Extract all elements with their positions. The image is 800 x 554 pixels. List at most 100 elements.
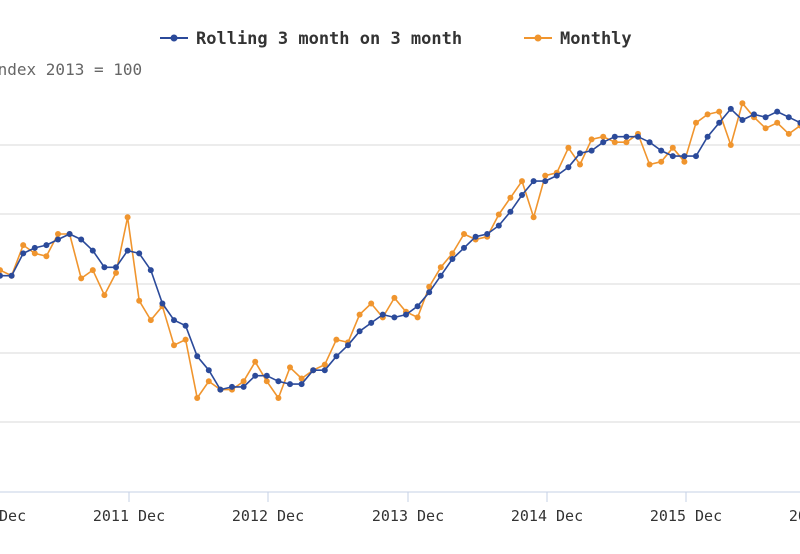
data-point-monthly[interactable] [507, 194, 514, 201]
data-point-rolling[interactable] [669, 153, 676, 160]
data-point-monthly[interactable] [287, 364, 293, 371]
data-point-rolling[interactable] [252, 372, 259, 379]
data-point-rolling[interactable] [240, 383, 247, 390]
data-point-rolling[interactable] [275, 378, 282, 385]
data-point-monthly[interactable] [31, 250, 38, 257]
data-point-monthly[interactable] [669, 144, 676, 151]
data-point-rolling[interactable] [739, 117, 746, 123]
data-point-monthly[interactable] [519, 178, 525, 185]
data-point-rolling[interactable] [461, 244, 467, 251]
data-point-monthly[interactable] [704, 111, 711, 118]
data-point-monthly[interactable] [542, 172, 549, 179]
data-point-rolling[interactable] [147, 267, 154, 274]
data-point-rolling[interactable] [379, 311, 386, 318]
data-point-monthly[interactable] [577, 161, 583, 168]
data-point-monthly[interactable] [20, 242, 27, 249]
data-point-rolling[interactable] [101, 264, 108, 271]
data-point-rolling[interactable] [66, 231, 73, 237]
data-point-monthly[interactable] [263, 378, 270, 385]
data-point-rolling[interactable] [217, 386, 224, 393]
data-point-monthly[interactable] [333, 336, 340, 343]
data-point-rolling[interactable] [716, 119, 723, 126]
data-point-monthly[interactable] [565, 144, 572, 151]
data-point-rolling[interactable] [171, 317, 177, 324]
data-point-rolling[interactable] [495, 222, 502, 229]
data-point-rolling[interactable] [611, 133, 618, 140]
data-point-rolling[interactable] [577, 150, 583, 157]
data-point-rolling[interactable] [229, 383, 235, 390]
data-point-rolling[interactable] [403, 311, 409, 318]
data-point-rolling[interactable] [89, 247, 96, 254]
data-point-monthly[interactable] [391, 294, 398, 301]
data-point-monthly[interactable] [252, 358, 259, 365]
data-point-monthly[interactable] [182, 336, 189, 343]
data-point-monthly[interactable] [43, 253, 50, 260]
data-point-monthly[interactable] [113, 269, 119, 276]
data-point-monthly[interactable] [658, 158, 665, 165]
data-point-rolling[interactable] [78, 236, 85, 243]
data-point-monthly[interactable] [716, 108, 723, 115]
legend-item-rolling[interactable]: Rolling 3 month on 3 month [160, 29, 462, 49]
data-point-rolling[interactable] [565, 164, 572, 171]
data-point-monthly[interactable] [78, 275, 85, 282]
data-point-rolling[interactable] [333, 353, 340, 360]
data-point-rolling[interactable] [414, 303, 421, 310]
data-point-rolling[interactable] [31, 244, 38, 251]
data-point-rolling[interactable] [8, 272, 15, 279]
data-point-rolling[interactable] [182, 322, 189, 329]
data-point-rolling[interactable] [484, 231, 491, 237]
data-point-monthly[interactable] [739, 100, 746, 107]
data-point-rolling[interactable] [263, 372, 270, 379]
data-point-rolling[interactable] [785, 114, 792, 121]
data-point-rolling[interactable] [553, 172, 560, 179]
data-point-rolling[interactable] [205, 367, 212, 374]
data-point-monthly[interactable] [414, 314, 421, 321]
data-point-monthly[interactable] [368, 300, 375, 307]
data-point-rolling[interactable] [55, 236, 61, 243]
data-point-rolling[interactable] [391, 314, 398, 321]
data-point-rolling[interactable] [472, 233, 479, 240]
data-point-monthly[interactable] [727, 142, 734, 148]
data-point-rolling[interactable] [623, 133, 630, 140]
data-point-monthly[interactable] [0, 267, 3, 274]
data-point-rolling[interactable] [542, 178, 549, 185]
data-point-rolling[interactable] [681, 153, 688, 160]
data-point-rolling[interactable] [762, 114, 769, 121]
data-point-rolling[interactable] [600, 139, 607, 146]
data-point-monthly[interactable] [55, 231, 61, 237]
data-point-monthly[interactable] [240, 378, 247, 385]
data-point-rolling[interactable] [704, 133, 711, 140]
data-point-monthly[interactable] [623, 139, 630, 146]
data-point-rolling[interactable] [449, 256, 456, 262]
data-point-monthly[interactable] [426, 283, 433, 290]
data-point-rolling[interactable] [345, 342, 351, 349]
data-point-monthly[interactable] [588, 136, 595, 143]
data-point-monthly[interactable] [785, 130, 792, 137]
data-point-rolling[interactable] [0, 272, 3, 279]
data-point-rolling[interactable] [194, 353, 201, 360]
data-point-monthly[interactable] [124, 214, 131, 221]
data-point-monthly[interactable] [681, 158, 688, 165]
data-point-monthly[interactable] [774, 119, 781, 126]
data-point-monthly[interactable] [171, 342, 177, 349]
data-point-monthly[interactable] [136, 297, 143, 304]
data-point-monthly[interactable] [530, 214, 537, 221]
data-point-rolling[interactable] [426, 289, 433, 296]
data-point-rolling[interactable] [635, 133, 641, 140]
data-point-rolling[interactable] [507, 208, 514, 215]
data-point-rolling[interactable] [20, 250, 27, 257]
data-point-rolling[interactable] [43, 242, 50, 249]
data-point-monthly[interactable] [356, 311, 363, 318]
data-point-rolling[interactable] [287, 381, 293, 388]
data-point-rolling[interactable] [298, 381, 305, 388]
data-point-monthly[interactable] [600, 133, 607, 140]
data-point-monthly[interactable] [437, 264, 444, 271]
data-point-rolling[interactable] [113, 264, 119, 271]
data-point-rolling[interactable] [658, 147, 665, 154]
data-point-rolling[interactable] [310, 367, 317, 374]
data-point-monthly[interactable] [693, 119, 699, 126]
data-point-rolling[interactable] [437, 272, 444, 279]
data-point-monthly[interactable] [449, 250, 456, 257]
data-point-rolling[interactable] [356, 328, 363, 335]
data-point-rolling[interactable] [530, 178, 537, 185]
